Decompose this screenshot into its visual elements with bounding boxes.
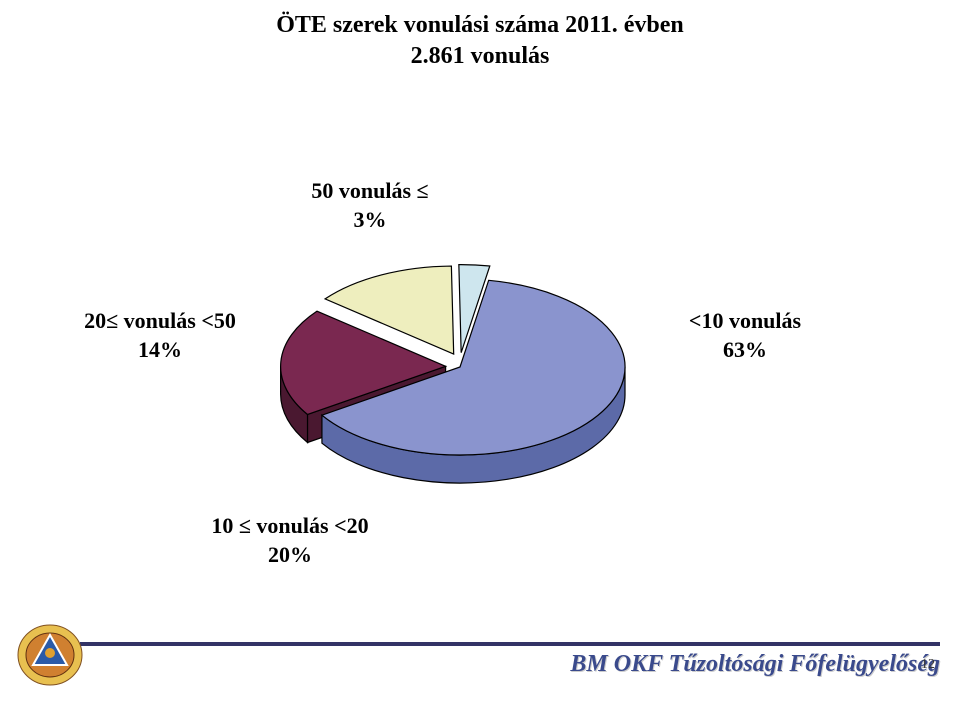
- page-number: 12: [921, 657, 935, 673]
- organization-badge-icon: [15, 620, 85, 690]
- slice-label-pct: 14%: [70, 336, 250, 365]
- chart-title: ÖTE szerek vonulási száma 2011. évben 2.…: [0, 0, 960, 72]
- slice-label-text: 20≤ vonulás <50: [70, 307, 250, 336]
- pie-chart-container: 50 vonulás ≤ 3% 20≤ vonulás <50 14% <10 …: [0, 72, 960, 582]
- slice-label-pct: 20%: [200, 541, 380, 570]
- slice-label-50plus: 50 vonulás ≤ 3%: [300, 177, 440, 234]
- slice-label-lt10: <10 vonulás 63%: [670, 307, 820, 364]
- title-line-2: 2.861 vonulás: [0, 41, 960, 72]
- pie-chart: [250, 247, 670, 527]
- footer-text: BM OKF Tűzoltósági Főfelügyelőség: [570, 651, 940, 677]
- pie-svg: [250, 247, 670, 527]
- slice-label-pct: 3%: [300, 206, 440, 235]
- slice-label-20to50: 20≤ vonulás <50 14%: [70, 307, 250, 364]
- slice-label-text: 50 vonulás ≤: [300, 177, 440, 206]
- slice-label-text: <10 vonulás: [670, 307, 820, 336]
- title-line-1: ÖTE szerek vonulási száma 2011. évben: [0, 10, 960, 41]
- slice-label-pct: 63%: [670, 336, 820, 365]
- footer-bar: BM OKF Tűzoltósági Főfelügyelőség: [80, 642, 940, 678]
